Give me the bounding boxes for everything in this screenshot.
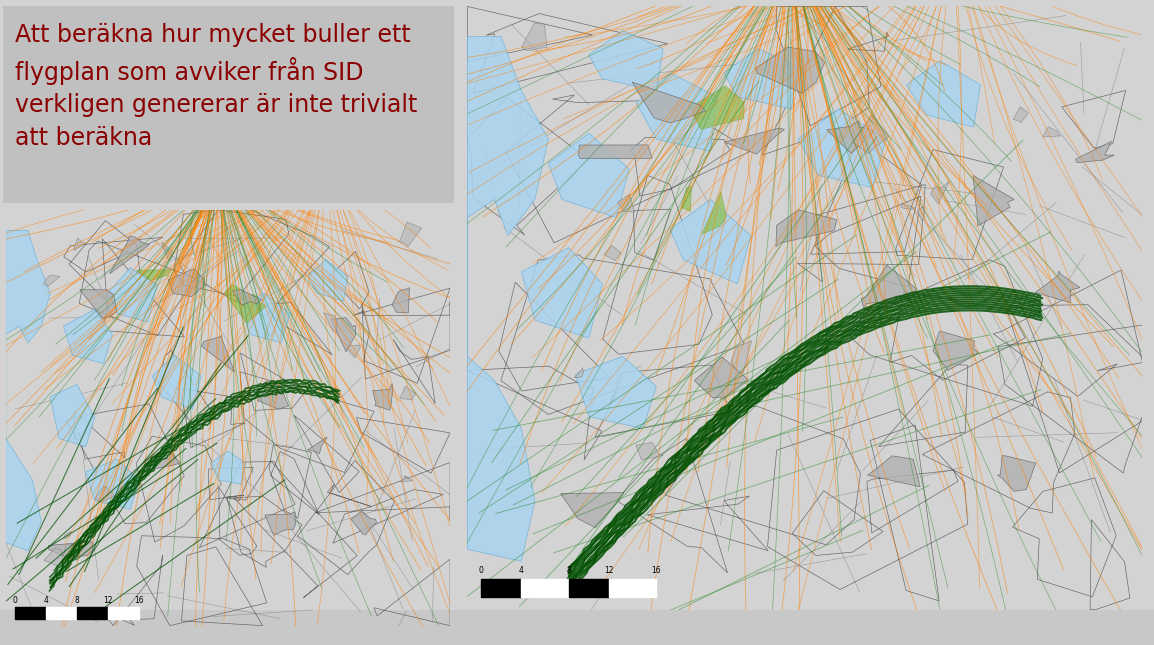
Polygon shape [702, 192, 726, 234]
Polygon shape [690, 86, 744, 130]
Polygon shape [265, 511, 295, 535]
Polygon shape [235, 294, 257, 301]
Polygon shape [756, 47, 825, 94]
Polygon shape [63, 310, 112, 364]
Polygon shape [392, 288, 410, 313]
Text: 4: 4 [519, 566, 524, 575]
Polygon shape [724, 48, 799, 109]
Polygon shape [578, 145, 652, 159]
Polygon shape [108, 268, 157, 322]
Polygon shape [162, 243, 174, 259]
Polygon shape [868, 456, 920, 487]
Polygon shape [202, 335, 234, 372]
Polygon shape [522, 248, 602, 338]
Polygon shape [307, 437, 328, 453]
Polygon shape [725, 128, 785, 154]
Polygon shape [63, 543, 76, 559]
Text: 0: 0 [479, 566, 484, 575]
Polygon shape [861, 265, 916, 309]
FancyBboxPatch shape [3, 6, 454, 203]
Polygon shape [467, 37, 548, 561]
Polygon shape [6, 230, 51, 551]
Polygon shape [347, 345, 360, 358]
Polygon shape [826, 121, 874, 154]
Polygon shape [1076, 141, 1115, 163]
Polygon shape [604, 246, 621, 261]
Polygon shape [373, 384, 392, 410]
Polygon shape [730, 341, 751, 373]
Polygon shape [917, 207, 926, 221]
Polygon shape [636, 442, 664, 460]
Text: 8: 8 [75, 596, 80, 605]
Polygon shape [695, 357, 748, 399]
Polygon shape [799, 109, 886, 187]
Polygon shape [400, 475, 412, 482]
Polygon shape [574, 368, 584, 378]
Polygon shape [400, 386, 417, 400]
Text: 0: 0 [13, 596, 17, 605]
Text: 16: 16 [134, 596, 144, 605]
Polygon shape [74, 238, 85, 250]
Polygon shape [617, 194, 635, 212]
Polygon shape [136, 270, 171, 281]
Polygon shape [632, 82, 706, 123]
Polygon shape [44, 548, 63, 567]
Polygon shape [1042, 126, 1061, 137]
Polygon shape [669, 199, 751, 284]
Text: 8: 8 [567, 566, 571, 575]
Polygon shape [308, 259, 347, 301]
Polygon shape [589, 30, 664, 91]
Polygon shape [561, 493, 624, 528]
Polygon shape [522, 23, 547, 50]
Polygon shape [351, 511, 376, 535]
Polygon shape [225, 284, 267, 323]
Text: 16: 16 [652, 566, 661, 575]
FancyBboxPatch shape [0, 610, 1154, 645]
Polygon shape [210, 451, 246, 484]
Polygon shape [853, 115, 889, 154]
Polygon shape [775, 210, 837, 247]
Polygon shape [95, 486, 114, 502]
Polygon shape [576, 356, 657, 428]
Polygon shape [901, 204, 915, 209]
Polygon shape [636, 73, 717, 151]
Polygon shape [168, 269, 204, 297]
Polygon shape [44, 275, 60, 286]
Text: 12: 12 [605, 566, 614, 575]
Polygon shape [241, 293, 290, 342]
Polygon shape [85, 459, 140, 509]
Polygon shape [80, 290, 117, 319]
Polygon shape [110, 237, 149, 273]
Polygon shape [930, 181, 950, 204]
Polygon shape [906, 61, 981, 127]
Polygon shape [548, 133, 629, 217]
Polygon shape [932, 331, 979, 370]
Polygon shape [51, 384, 95, 447]
Polygon shape [257, 381, 288, 409]
Polygon shape [324, 313, 337, 332]
Polygon shape [152, 355, 201, 410]
Polygon shape [973, 175, 1014, 226]
Polygon shape [681, 187, 691, 212]
Text: 4: 4 [44, 596, 48, 605]
Polygon shape [1013, 107, 1028, 123]
Polygon shape [997, 455, 1035, 491]
Text: 12: 12 [103, 596, 113, 605]
Polygon shape [144, 449, 180, 470]
Polygon shape [1035, 271, 1080, 303]
Polygon shape [63, 531, 70, 539]
Polygon shape [233, 290, 262, 305]
Polygon shape [48, 542, 93, 559]
Text: Att beräkna hur mycket buller ett
flygplan som avviker från SID
verkligen genere: Att beräkna hur mycket buller ett flygpl… [15, 23, 418, 150]
Polygon shape [399, 222, 421, 247]
Polygon shape [331, 317, 355, 352]
